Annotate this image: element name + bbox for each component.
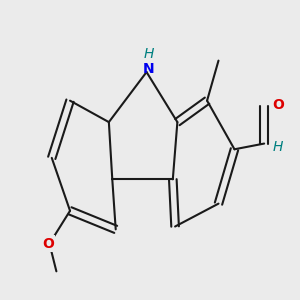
Text: N: N <box>143 61 154 76</box>
Text: H: H <box>144 47 154 61</box>
Text: O: O <box>272 98 284 112</box>
Text: O: O <box>42 237 54 251</box>
Text: H: H <box>272 140 283 154</box>
